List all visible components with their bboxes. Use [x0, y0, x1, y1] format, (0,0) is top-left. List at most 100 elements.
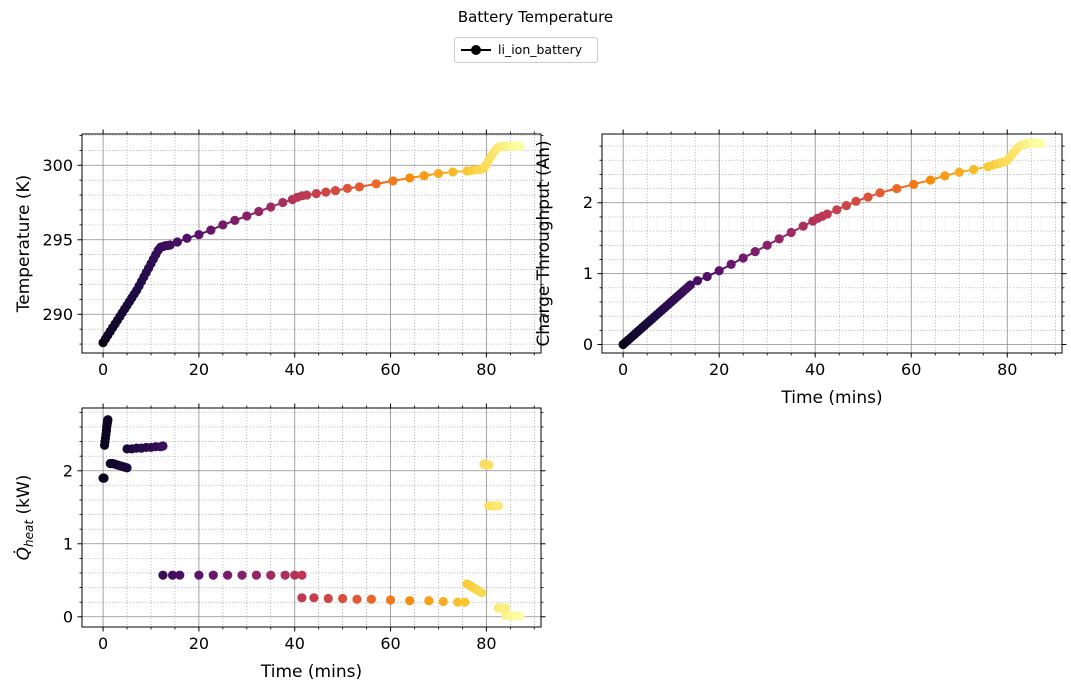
legend-dot-marker [471, 45, 481, 55]
y-tick-label: 1 [583, 264, 593, 283]
data-point [237, 570, 247, 580]
data-point [278, 197, 288, 208]
data-point [302, 190, 312, 200]
data-point [218, 220, 228, 230]
data-point [266, 570, 276, 580]
data-point [342, 183, 353, 193]
data-point [685, 280, 695, 290]
data-point [750, 247, 760, 257]
data-point [892, 183, 902, 194]
data-point [290, 570, 300, 580]
data-point [388, 176, 398, 186]
subplot-charge-throughput: 0 20 40 60 80 0 1 2 Time (mins) Charge Throughput… [534, 129, 1067, 408]
y-axis-label: Temperature (K) [14, 175, 34, 314]
data-point [266, 202, 276, 212]
data-point [493, 501, 503, 511]
data-point [223, 570, 233, 580]
data-point [702, 271, 712, 282]
data-point [366, 594, 376, 604]
x-tick-label: 0 [98, 360, 108, 379]
axes-frame [81, 407, 542, 628]
data-point [405, 596, 415, 606]
data-point [419, 171, 429, 181]
data-point [460, 597, 470, 607]
x-tick-label: 60 [380, 634, 400, 653]
data-point [786, 227, 796, 238]
data-point [165, 240, 175, 250]
data-point [194, 229, 204, 240]
data-point [354, 182, 365, 192]
data-point [909, 179, 919, 189]
data-point [714, 266, 724, 276]
data-point [405, 173, 415, 183]
data-point [122, 463, 132, 473]
data-point [230, 215, 240, 226]
x-tick-label: 20 [189, 360, 209, 379]
x-tick-label: 40 [805, 360, 825, 379]
data-point [158, 570, 168, 580]
x-axis-label: Time (mins) [260, 662, 362, 682]
data-point [822, 209, 832, 219]
data-point [515, 611, 525, 621]
data-point [242, 211, 252, 221]
figure-title: Battery Temperature [457, 8, 614, 26]
y-tick-label: 0 [63, 607, 73, 626]
data-point [254, 206, 264, 217]
subplot-heat: 0 20 40 60 80 0 1 2 Time (mins) Q̇heat (kW) [13, 403, 546, 682]
legend-label: li_ion_battery [498, 42, 583, 57]
data-point [280, 570, 290, 580]
data-point [309, 593, 319, 603]
data-point [251, 570, 262, 580]
data-point [832, 205, 842, 215]
data-point [297, 570, 307, 580]
x-tick-label: 80 [997, 360, 1017, 379]
data-point [208, 570, 218, 580]
data-point [297, 593, 307, 603]
data-point [1036, 138, 1046, 148]
x-axis-label: Time (mins) [780, 388, 882, 408]
y-tick-label: 2 [63, 461, 73, 480]
data-point [172, 237, 182, 247]
data-point [954, 167, 964, 177]
x-tick-label: 20 [189, 634, 209, 653]
data-point [103, 415, 113, 425]
axes-frame [601, 133, 1063, 354]
data-point [484, 460, 494, 470]
data-point [330, 186, 341, 196]
data-point [323, 593, 333, 604]
data-point [206, 225, 216, 235]
y-axis-label: Charge Throughput (Ah) [534, 140, 554, 346]
x-tick-label: 0 [98, 634, 108, 653]
data-point [940, 171, 950, 181]
legend: li_ion_battery [454, 37, 598, 63]
data-point [738, 253, 748, 263]
data-point [798, 221, 808, 231]
data-point [194, 570, 204, 580]
data-point [851, 196, 861, 206]
data-point [438, 596, 448, 607]
y-axis-label-symbol: Q̇ [13, 547, 34, 560]
y-tick-label: 300 [42, 156, 73, 175]
data-point [969, 164, 979, 175]
y-axis-label-unit: (kW) [14, 475, 34, 520]
subplot-temperature: 0 20 40 60 80 290 295 300 Temperature (K) [14, 129, 546, 379]
data-point [158, 441, 168, 451]
x-tick-label: 40 [285, 360, 305, 379]
x-tick-label: 20 [709, 360, 729, 379]
data-point [182, 233, 192, 243]
x-tick-label: 40 [285, 634, 305, 653]
data-point [925, 175, 936, 185]
data-point [841, 200, 852, 211]
data-point [167, 570, 178, 580]
data-point [762, 240, 772, 250]
y-tick-label: 0 [583, 335, 593, 354]
data-point [175, 570, 185, 580]
data-point [448, 167, 458, 177]
data-point [476, 588, 487, 598]
y-tick-label: 1 [63, 534, 73, 553]
data-point [433, 168, 444, 179]
data-point [863, 192, 873, 202]
data-point [424, 596, 434, 606]
y-tick-label: 295 [42, 230, 73, 249]
